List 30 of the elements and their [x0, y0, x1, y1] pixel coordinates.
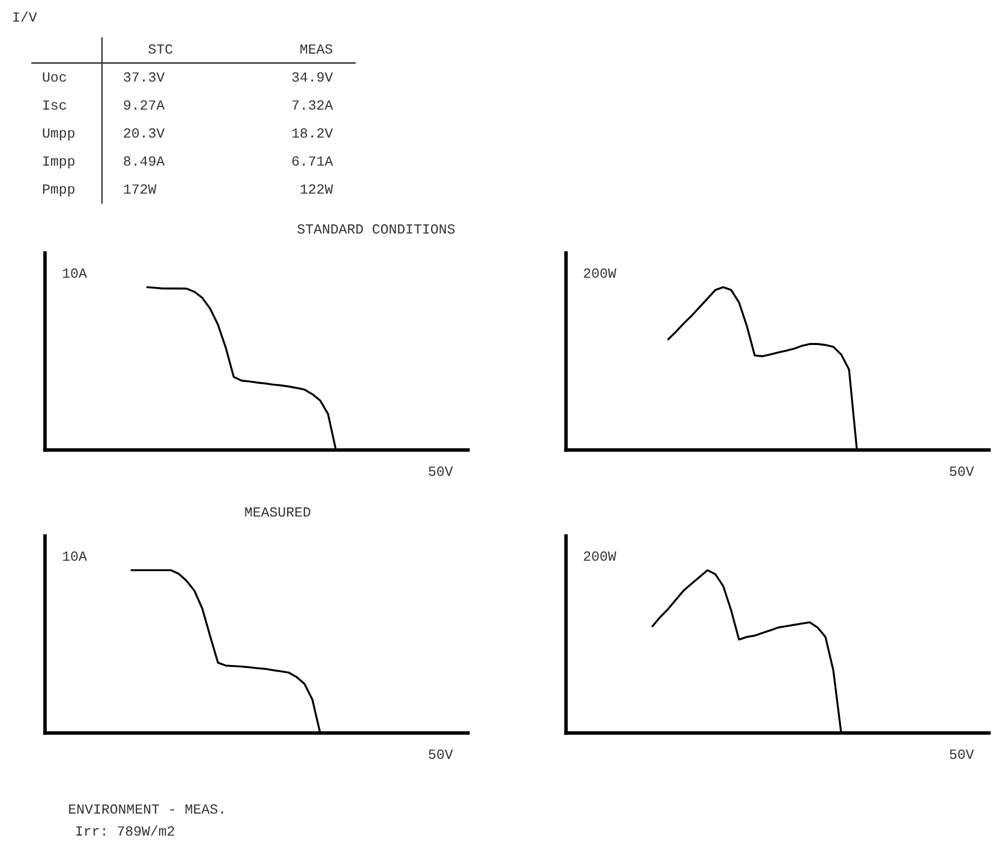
text: 10A: [62, 551, 87, 561]
text: 34.9V: [292, 72, 333, 82]
text: 50V: [950, 466, 974, 476]
text: 122W: [300, 184, 333, 194]
category-label: Pmpp: [43, 184, 74, 196]
category-label: Isc: [43, 100, 66, 110]
text: 10A: [62, 268, 87, 278]
text: 8.49A: [124, 156, 165, 166]
text: 200W: [584, 551, 616, 561]
text: 172W: [124, 184, 156, 194]
text: 37.3V: [124, 72, 165, 82]
text: 20.3V: [124, 128, 165, 138]
text: ENVIRONMENT - MEAS.: [69, 804, 223, 814]
text: 7.32A: [292, 100, 333, 110]
category-label: Umpp: [42, 128, 74, 140]
text: 50V: [428, 750, 453, 759]
chart-title: STANDARD CONDITIONS: [297, 224, 455, 234]
category-label: Impp: [43, 156, 74, 168]
category-label: STC: [148, 44, 172, 54]
text: 18.2V: [292, 128, 333, 138]
text: 9.27A: [124, 100, 165, 110]
text: 50V: [428, 466, 453, 476]
text: I/V: [13, 12, 37, 22]
category-label: MEAS: [300, 44, 332, 54]
text: 6.71A: [292, 156, 333, 166]
category-label: Uoc: [42, 72, 66, 82]
text: Irr: 789W/m2: [76, 826, 174, 836]
text: 200W: [584, 268, 616, 278]
text: 50V: [950, 750, 974, 759]
chart-title: MEASURED: [245, 507, 310, 517]
